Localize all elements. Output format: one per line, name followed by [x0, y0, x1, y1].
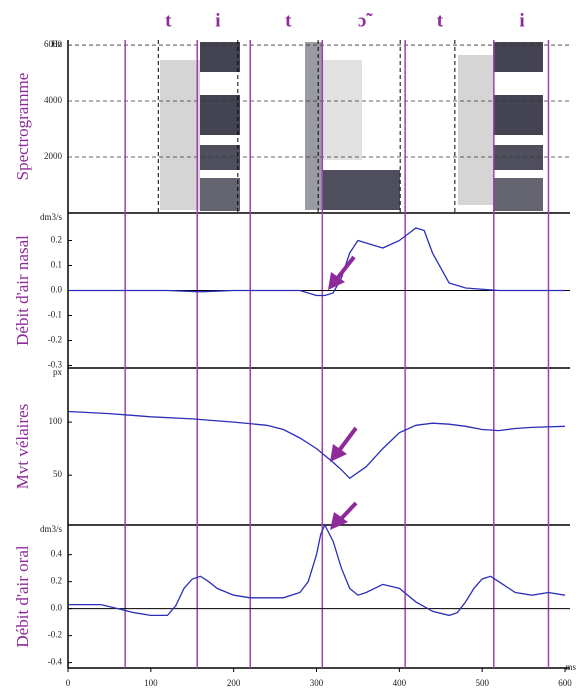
- y-tick-label: 6000: [44, 39, 63, 49]
- data-line: [68, 523, 566, 617]
- frame: [67, 40, 570, 669]
- y-tick-label: 0.1: [51, 260, 62, 270]
- data-line: [68, 227, 565, 297]
- x-tick-label: 0: [66, 678, 71, 688]
- y-tick-label: 100: [49, 416, 63, 426]
- phoneme-label: i: [215, 10, 220, 31]
- unit-label: Hz: [52, 39, 63, 49]
- y-tick-label: -0.1: [48, 310, 62, 320]
- y-tick-label: 0.0: [51, 285, 63, 295]
- x-tick-label: 600: [558, 678, 572, 688]
- y-tick-label: 0.2: [51, 576, 62, 586]
- y-tick-label: 2000: [44, 151, 63, 161]
- phoneme-label: t: [165, 10, 172, 31]
- x-unit-label: ms: [565, 662, 576, 672]
- x-tick-label: 100: [144, 678, 158, 688]
- phoneme-label: t: [437, 10, 444, 31]
- y-axis-label: Débit d'air nasal: [13, 235, 32, 346]
- y-tick-label: 0.0: [51, 603, 63, 613]
- y-axis-label: Mvt vélaires: [13, 404, 32, 489]
- y-tick-label: -0.4: [48, 657, 63, 667]
- y-tick-label: 0.2: [51, 235, 62, 245]
- y-axis-label: Spectrogramme: [13, 73, 32, 181]
- unit-label: px: [53, 367, 63, 377]
- unit-label: dm3/s: [40, 212, 63, 222]
- y-tick-label: -0.3: [48, 360, 63, 370]
- y-tick-label: 0.4: [51, 549, 63, 559]
- y-tick-label: 4000: [44, 95, 63, 105]
- y-tick-label: -0.2: [48, 335, 62, 345]
- x-tick-label: 200: [227, 678, 241, 688]
- x-tick-label: 300: [310, 678, 324, 688]
- y-tick-label: 50: [53, 469, 63, 479]
- phoneme-label: ɔ̃: [358, 10, 373, 31]
- phoneme-label: t: [285, 10, 292, 31]
- y-tick-label: -0.2: [48, 630, 62, 640]
- phoneme-label: i: [519, 10, 524, 31]
- unit-label: dm3/s: [40, 524, 63, 534]
- x-tick-label: 500: [475, 678, 489, 688]
- arrows: [328, 255, 358, 530]
- y-axis-label: Débit d'air oral: [13, 545, 32, 647]
- data-line: [67, 410, 566, 480]
- x-tick-label: 400: [393, 678, 407, 688]
- spectrogram-image: [160, 42, 543, 211]
